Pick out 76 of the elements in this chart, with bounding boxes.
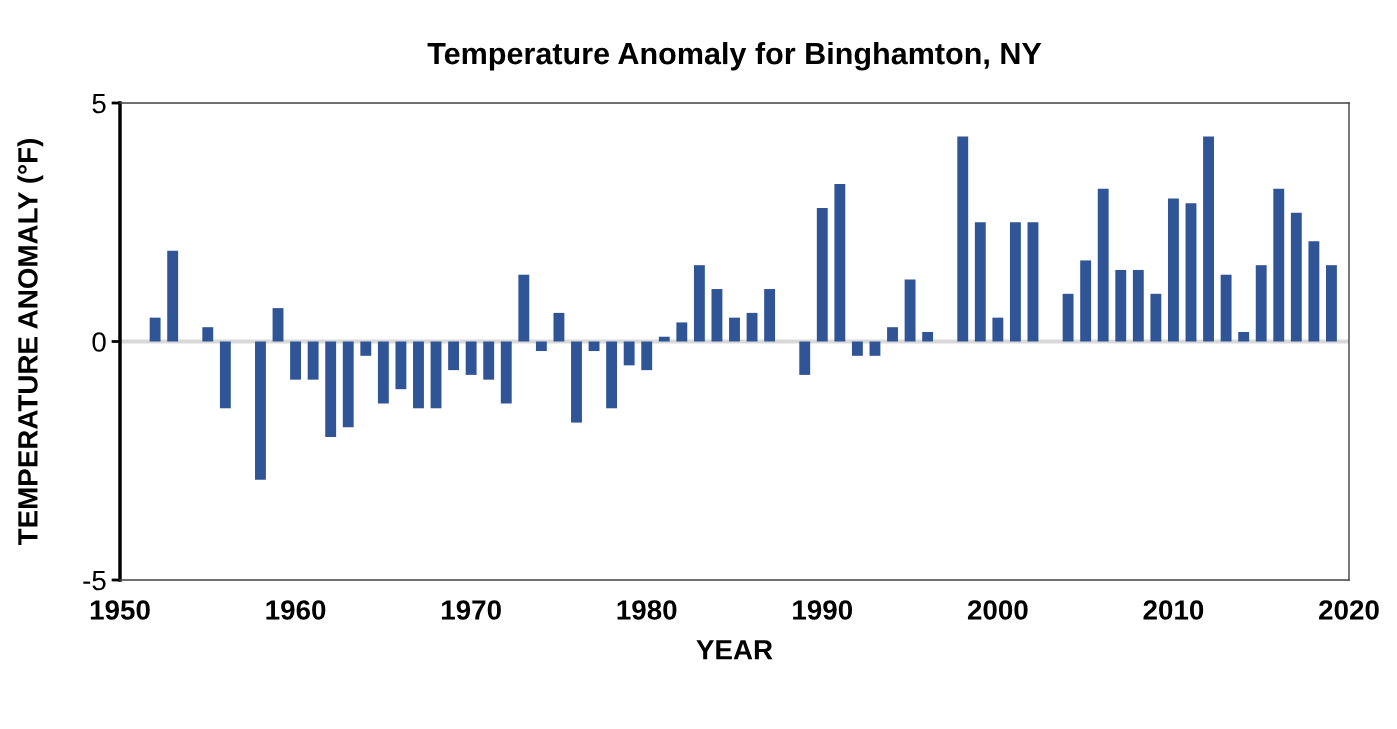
bar: [518, 274, 530, 342]
x-tick-label: 1980: [617, 600, 677, 620]
bar: [1062, 293, 1074, 342]
bar: [1009, 222, 1021, 342]
bar: [887, 327, 898, 342]
bar: [377, 341, 389, 404]
bar: [693, 265, 705, 342]
bar: [483, 341, 495, 380]
x-tick-label: 1990: [793, 600, 853, 620]
y-tick-label: 0: [92, 332, 106, 352]
bar: [1290, 212, 1302, 342]
bar: [623, 341, 635, 366]
x-tick-label: 1960: [266, 600, 326, 620]
bar: [571, 341, 582, 423]
bar: [1080, 260, 1092, 342]
bar: [500, 341, 512, 404]
bar: [1185, 203, 1197, 342]
bar: [1220, 274, 1232, 342]
bar: [904, 279, 916, 342]
bar: [1027, 222, 1039, 342]
bar: [1167, 198, 1179, 342]
bar: [869, 341, 881, 356]
bar: [1097, 188, 1109, 342]
y-tick-label: -5: [83, 570, 106, 591]
x-tick-label: 1970: [442, 600, 501, 620]
bar: [658, 336, 670, 342]
bar: [167, 250, 179, 342]
x-axis-title: YEAR: [696, 640, 773, 660]
bar: [1273, 188, 1285, 342]
bar: [465, 341, 477, 375]
bar: [729, 317, 740, 342]
bar: [413, 341, 424, 409]
bar: [799, 341, 811, 375]
bar: [272, 308, 284, 342]
bar: [1326, 265, 1337, 342]
bar: [1238, 331, 1250, 342]
bar: [1308, 241, 1320, 342]
x-tick-label: 2010: [1143, 600, 1204, 620]
bar: [606, 341, 618, 409]
bar: [202, 327, 214, 342]
y-tick-label: 5: [92, 93, 106, 114]
bar: [1203, 136, 1214, 342]
bar: [746, 312, 758, 342]
bar: [1150, 293, 1162, 342]
bar: [448, 341, 460, 371]
y-axis-title: TEMPERATURE ANOMALY (°F): [17, 139, 44, 546]
bar: [992, 317, 1004, 342]
bar: [1255, 265, 1267, 342]
bar: [1132, 269, 1144, 342]
bar: [342, 341, 354, 428]
bar: [255, 341, 266, 480]
bar: [430, 341, 442, 409]
bar: [149, 317, 161, 342]
bar: [711, 289, 723, 342]
bar: [1115, 269, 1127, 342]
x-tick-label: 2020: [1319, 600, 1379, 620]
bar: [395, 341, 407, 390]
bar: [553, 312, 565, 342]
bar: [535, 341, 547, 352]
chart-title: Temperature Anomaly for Binghamton, NY: [427, 41, 1042, 71]
bar: [290, 341, 302, 380]
bar: [816, 207, 828, 342]
bar: [219, 341, 231, 409]
bar: [325, 341, 337, 437]
bar: [851, 341, 863, 356]
bar: [834, 184, 846, 342]
bar: [922, 331, 934, 342]
bar: [641, 341, 653, 371]
bar: [764, 289, 776, 342]
bar: [957, 136, 969, 342]
bar: [360, 341, 372, 356]
x-tick-label: 1950: [90, 600, 150, 620]
x-tick-label: 2000: [967, 600, 1028, 620]
bar: [676, 322, 688, 342]
bar: [974, 222, 986, 342]
bar: [307, 341, 319, 380]
